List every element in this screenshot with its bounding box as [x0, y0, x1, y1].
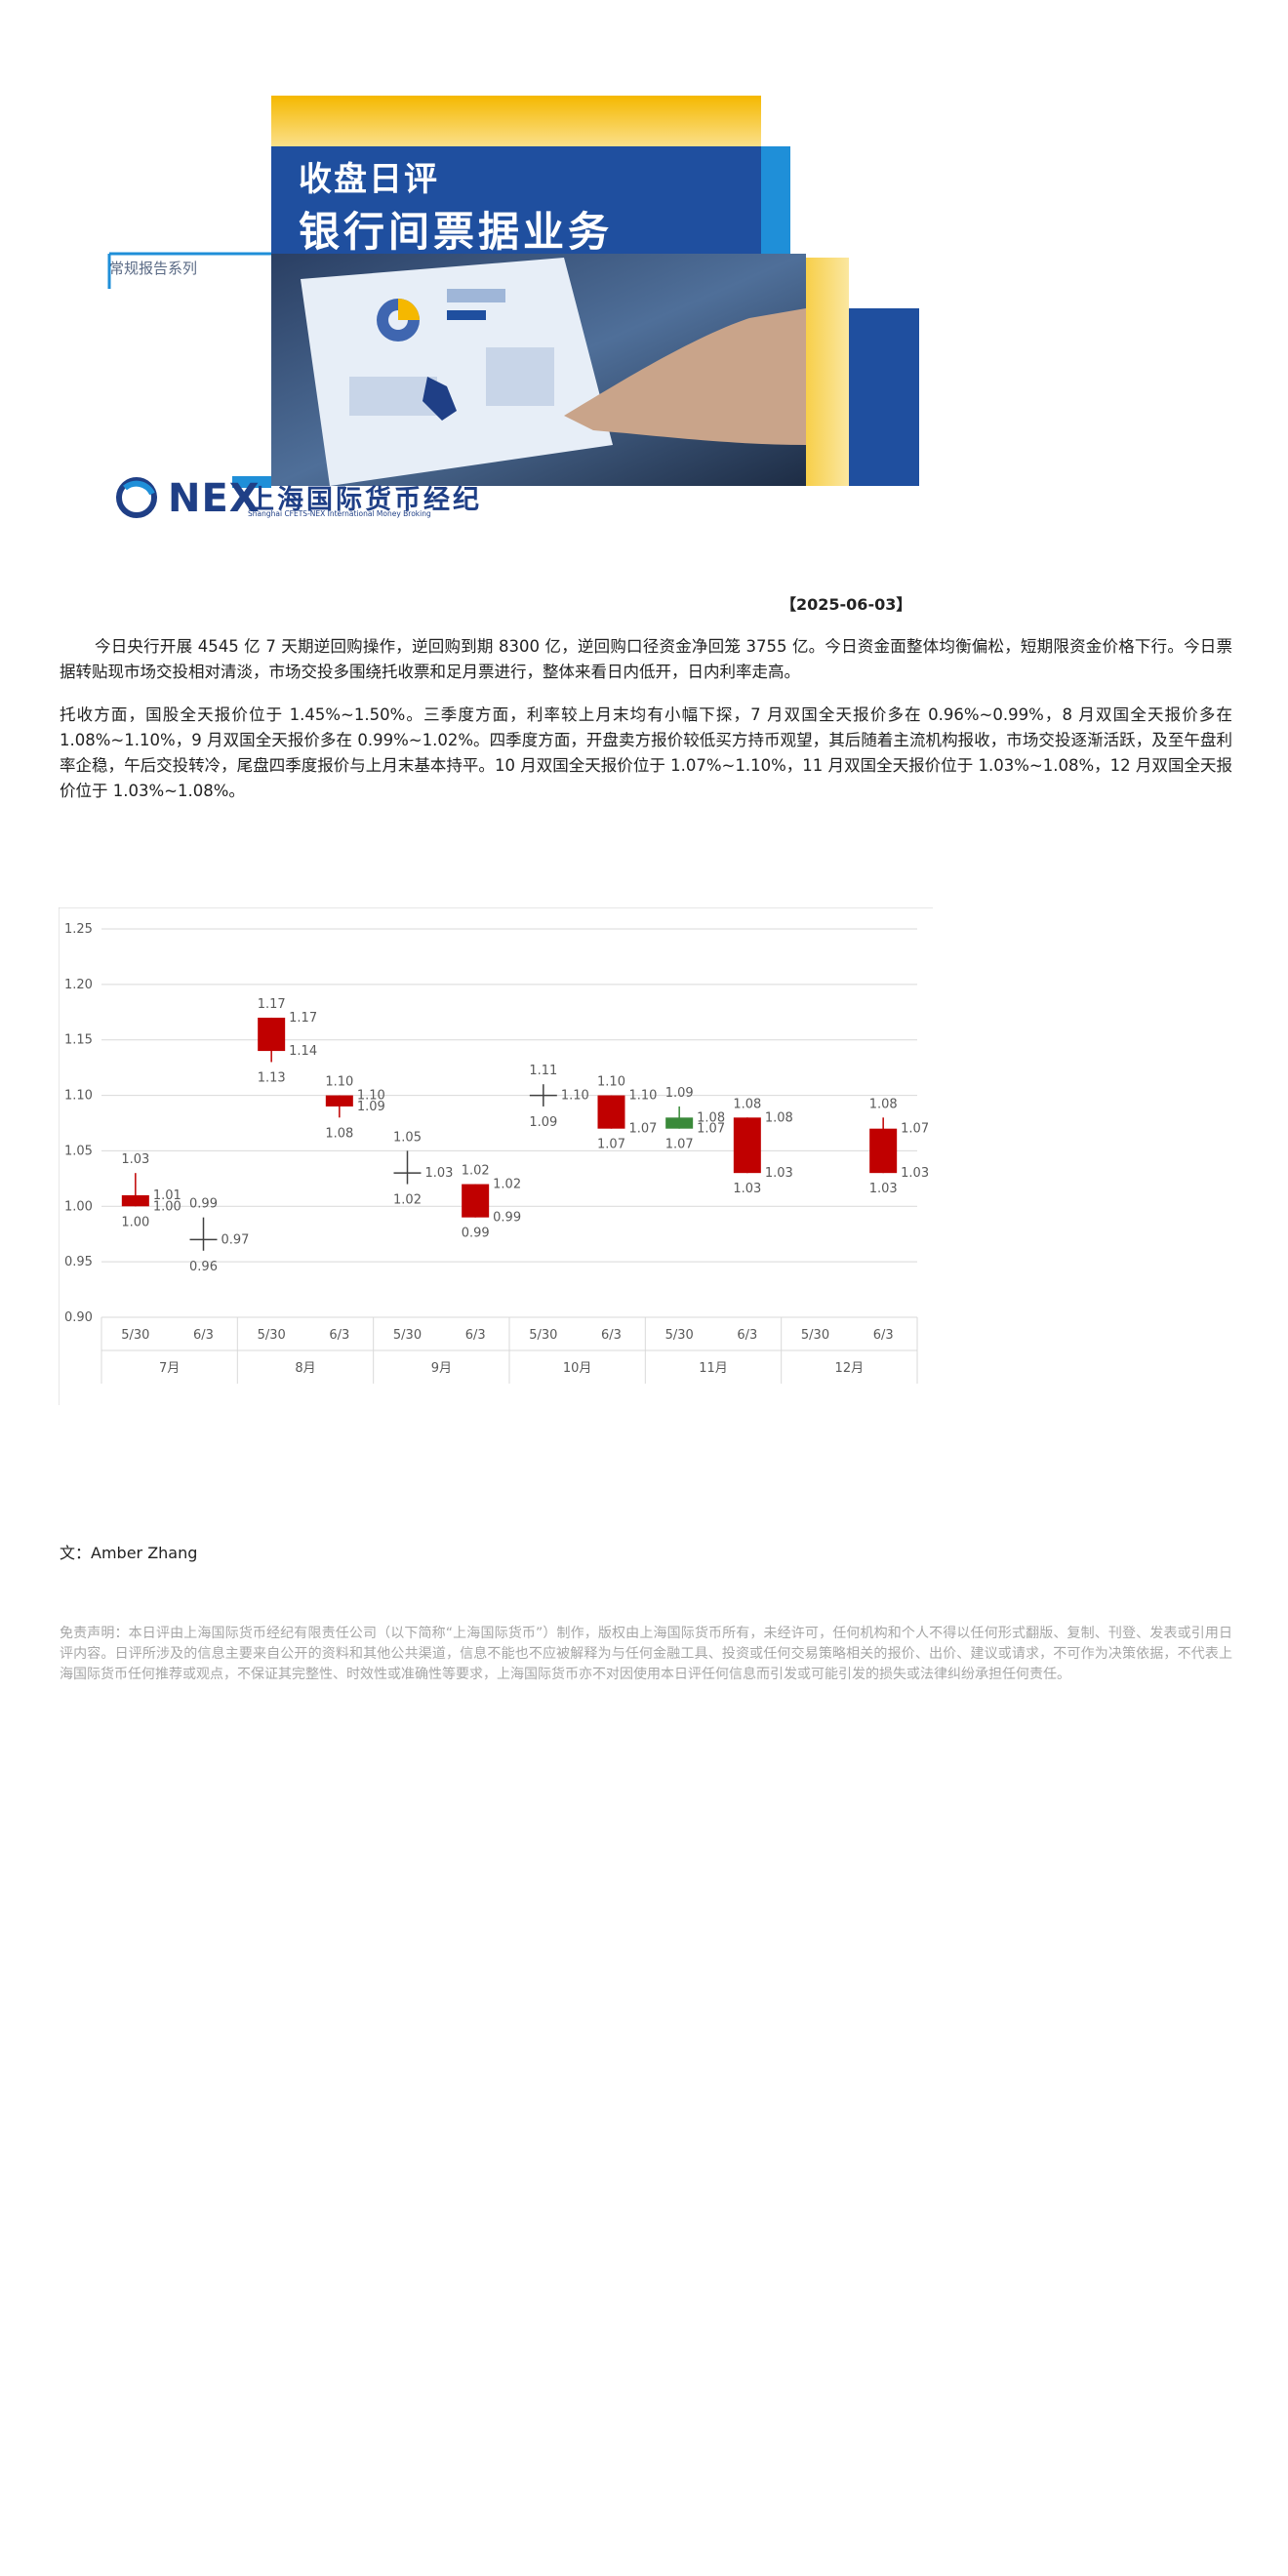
low-label: 1.07 [597, 1138, 625, 1152]
high-label: 1.05 [393, 1130, 422, 1145]
x-date-label: 6/3 [737, 1328, 757, 1343]
banner-graphic [107, 96, 919, 518]
open-label: 1.07 [629, 1122, 658, 1137]
open-label: 1.09 [357, 1100, 385, 1114]
close-label: 1.10 [357, 1089, 385, 1104]
high-label: 1.10 [325, 1075, 353, 1090]
quote-detail-paragraph: 托收方面，国股全天报价位于 1.45%~1.50%。三季度方面，利率较上月末均有… [60, 705, 1232, 800]
x-group-label: 9月 [431, 1361, 452, 1376]
candle-body [121, 1194, 149, 1207]
author-line: 文：Amber Zhang [60, 1544, 198, 1562]
y-tick-label: 1.20 [64, 978, 93, 992]
high-label: 1.11 [529, 1064, 557, 1078]
x-group-label: 8月 [295, 1361, 315, 1376]
y-tick-label: 0.90 [64, 1310, 93, 1325]
low-label: 1.02 [393, 1193, 422, 1208]
close-label: 1.10 [629, 1089, 658, 1104]
high-label: 1.02 [462, 1164, 490, 1179]
low-label: 1.07 [665, 1138, 694, 1152]
low-label: 1.13 [258, 1070, 286, 1085]
company-name-english: Shanghai CFETS-NEX International Money B… [248, 509, 431, 518]
disclaimer: 免责声明：本日评由上海国际货币经纪有限责任公司（以下简称“上海国际货币”）制作，… [60, 1626, 1232, 1682]
candle-body [597, 1095, 625, 1129]
x-group-label: 12月 [835, 1361, 865, 1376]
close-label: 1.08 [765, 1110, 793, 1125]
close-label: 1.02 [493, 1178, 521, 1192]
high-label: 1.08 [733, 1097, 761, 1111]
low-label: 1.03 [869, 1182, 898, 1196]
candle-body [258, 1017, 286, 1052]
candle-body [462, 1184, 490, 1218]
series-tag: 常规报告系列 [109, 260, 198, 277]
low-label: 1.03 [733, 1182, 761, 1196]
open-label: 1.00 [153, 1199, 181, 1214]
open-label: 1.03 [901, 1166, 929, 1181]
x-date-label: 6/3 [465, 1328, 486, 1343]
high-label: 1.09 [665, 1086, 694, 1101]
close-label: 1.17 [289, 1011, 317, 1026]
x-group-label: 7月 [159, 1361, 180, 1376]
x-date-label: 5/30 [801, 1328, 829, 1343]
x-date-label: 6/3 [329, 1328, 349, 1343]
low-label: 0.99 [462, 1227, 490, 1241]
candlestick-chart: 0.90 0.95 1.00 1.05 1.10 1.15 1.20 1.25 5/30 1.03… [59, 907, 933, 1405]
x-date-label: 5/30 [393, 1328, 422, 1343]
close-label: 1.01 [153, 1188, 181, 1203]
banner-title-line2: 银行间票据业务 [299, 208, 614, 256]
report-date: 【2025-06-03】 [781, 595, 912, 614]
low-label: 1.00 [121, 1215, 149, 1229]
candle-body [869, 1128, 898, 1174]
open-label: 1.08 [697, 1110, 725, 1125]
high-label: 1.03 [121, 1152, 149, 1167]
candle-body [733, 1117, 761, 1174]
y-tick-label: 1.10 [64, 1089, 93, 1104]
report-banner: 常规报告系列 收盘日评 银行间票据业务 NEX 上海国际货币经纪 Shangha… [105, 94, 945, 535]
market-summary-paragraph: 今日央行开展 4545 亿 7 天期逆回购操作，逆回购到期 8300 亿，逆回购… [60, 637, 1232, 681]
x-date-label: 6/3 [873, 1328, 894, 1343]
open-label: 1.10 [561, 1089, 589, 1104]
x-date-label: 6/3 [601, 1328, 622, 1343]
x-date-label: 5/30 [121, 1328, 149, 1343]
open-label: 0.97 [221, 1232, 250, 1247]
close-label: 1.07 [901, 1122, 929, 1137]
high-label: 1.10 [597, 1075, 625, 1090]
x-date-label: 5/30 [258, 1328, 286, 1343]
y-tick-label: 1.05 [64, 1144, 93, 1158]
company-name-logo: 上海国际货币经纪 [248, 485, 482, 515]
high-label: 1.17 [258, 997, 286, 1012]
low-label: 1.08 [325, 1126, 353, 1141]
candle-body [325, 1095, 353, 1107]
x-group-label: 11月 [699, 1361, 728, 1376]
x-group-label: 10月 [563, 1361, 592, 1376]
high-label: 0.99 [189, 1197, 218, 1212]
nex-logo-mark: NEX [168, 476, 261, 521]
low-label: 0.96 [189, 1260, 218, 1274]
high-label: 1.08 [869, 1097, 898, 1111]
y-tick-label: 1.25 [64, 922, 93, 937]
x-date-label: 5/30 [665, 1328, 694, 1343]
candle-body [665, 1117, 694, 1129]
y-tick-label: 1.00 [64, 1199, 93, 1214]
y-tick-label: 0.95 [64, 1255, 93, 1269]
close-label: 1.07 [697, 1122, 725, 1137]
banner-title-line1: 收盘日评 [299, 160, 439, 199]
low-label: 1.09 [529, 1115, 557, 1130]
y-tick-label: 1.15 [64, 1033, 93, 1048]
x-date-label: 5/30 [529, 1328, 557, 1343]
open-label: 1.03 [765, 1166, 793, 1181]
open-label: 1.14 [289, 1044, 317, 1059]
open-label: 0.99 [493, 1211, 521, 1226]
open-label: 1.03 [425, 1166, 454, 1181]
x-date-label: 6/3 [193, 1328, 214, 1343]
